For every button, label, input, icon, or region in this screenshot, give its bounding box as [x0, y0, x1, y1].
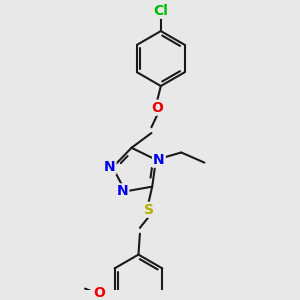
Text: O: O — [93, 286, 105, 300]
Text: N: N — [117, 184, 128, 198]
Text: O: O — [151, 101, 163, 115]
Text: N: N — [153, 153, 165, 167]
Text: N: N — [104, 160, 116, 174]
Text: S: S — [144, 203, 154, 217]
Text: Cl: Cl — [153, 4, 168, 18]
